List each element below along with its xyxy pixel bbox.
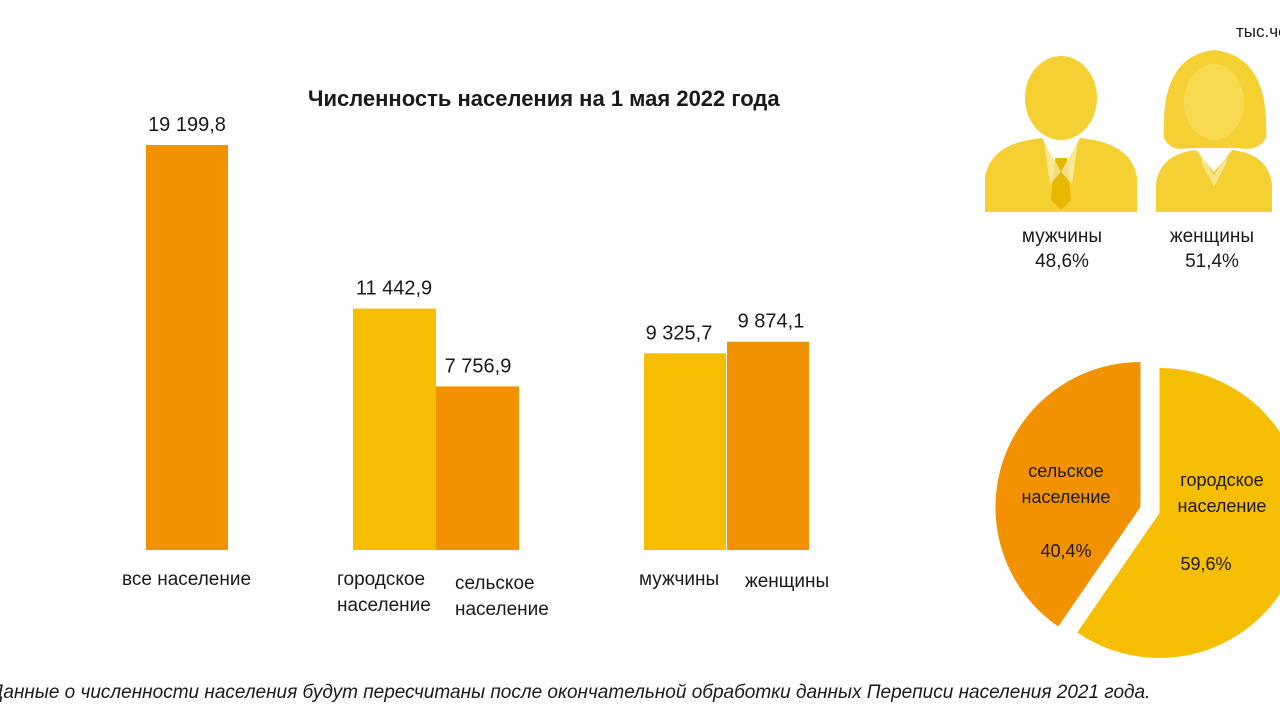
pie-label-rural: сельское население bbox=[1021, 461, 1111, 507]
pie-value-urban: 59,6% bbox=[1180, 554, 1232, 574]
footnote: Данные о численности населения будут пер… bbox=[0, 682, 1151, 703]
men-value: 48,6% bbox=[1035, 251, 1089, 272]
category-label: все население bbox=[122, 569, 252, 590]
category-label: мужчины bbox=[639, 569, 720, 590]
bar-1 bbox=[353, 308, 436, 550]
bar-value-label: 11 442,9 bbox=[356, 278, 432, 300]
pie-slice-0 bbox=[995, 362, 1141, 627]
bar-0 bbox=[146, 145, 228, 550]
pie-slice-1 bbox=[1077, 367, 1280, 658]
pie-label-urban: городское население bbox=[1177, 470, 1267, 516]
women-value: 51,4% bbox=[1185, 251, 1239, 272]
man-icon bbox=[985, 56, 1137, 212]
category-label: сельское население bbox=[455, 573, 549, 620]
bar-2 bbox=[436, 386, 519, 550]
bar-3 bbox=[644, 353, 726, 550]
bar-value-label: 9 325,7 bbox=[646, 322, 713, 344]
bar-value-label: 7 756,9 bbox=[445, 355, 512, 377]
chart-title: Численность населения на 1 мая 2022 года bbox=[308, 86, 780, 111]
woman-icon bbox=[1156, 50, 1272, 212]
women-label: женщины bbox=[1169, 226, 1255, 247]
women-share: женщины 51,4% bbox=[1160, 224, 1264, 274]
category-label: городское население bbox=[337, 569, 431, 616]
pie-value-rural: 40,4% bbox=[1040, 541, 1092, 561]
bar-value-label: 9 874,1 bbox=[738, 311, 805, 333]
men-share: мужчины 48,6% bbox=[1012, 224, 1112, 274]
unit-label: тыс.чел. bbox=[1236, 22, 1280, 41]
bar-value-label: 19 199,8 bbox=[148, 114, 226, 136]
men-label: мужчины bbox=[1021, 226, 1103, 247]
bar-4 bbox=[727, 341, 809, 550]
category-label: женщины bbox=[745, 571, 830, 592]
